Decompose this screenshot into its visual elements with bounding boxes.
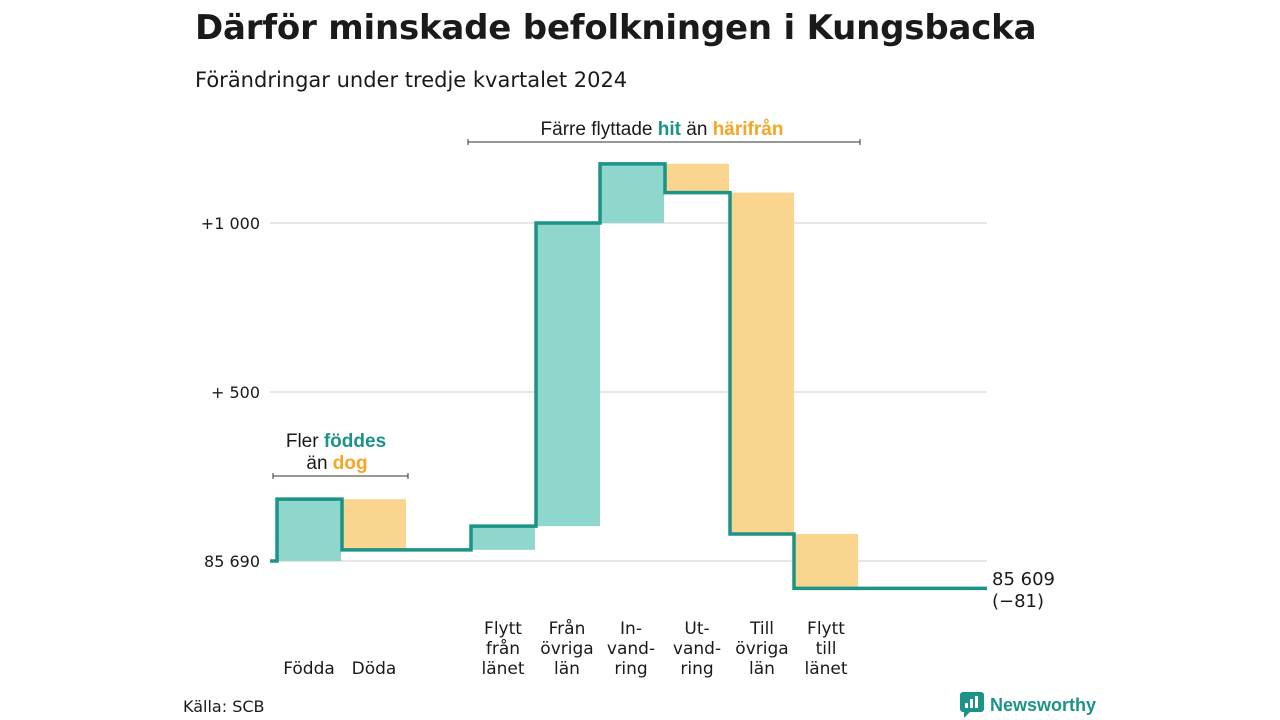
category-label-doda: Döda: [352, 659, 397, 679]
y-tick-label: + 500: [211, 383, 260, 402]
category-label-fran_ovriga_lan: övriga: [540, 639, 593, 659]
source-note: Källa: SCB: [183, 697, 265, 716]
category-label-till_ovriga_lan: län: [749, 659, 775, 679]
y-tick-label: +1 000: [201, 214, 260, 233]
newsworthy-logo-icon: [960, 692, 984, 718]
births-annotation-bracket: [272, 473, 409, 479]
migration-annotation-bracket: [467, 139, 861, 145]
category-label-flytt_till_lanet: Flytt: [807, 619, 845, 639]
end-change-label: (−81): [992, 591, 1044, 612]
bar-flytt_till_lanet: [794, 533, 858, 589]
category-label-flytt_till_lanet: till: [816, 639, 837, 659]
bar-fran_ovriga_lan: [536, 223, 600, 527]
category-labels: Födda DödaFlyttfrånlänetFrånövrigalänIn-v…: [283, 618, 848, 679]
category-label-fran_ovriga_lan: län: [554, 659, 580, 679]
running-total-line: [270, 162, 987, 591]
end-value-label: 85 609: [992, 569, 1055, 590]
births-annotation-line1: Fler föddes: [286, 431, 386, 452]
category-label-utvandring: Ut-: [684, 619, 709, 639]
births-annotation: Fler föddes än dog: [272, 431, 409, 479]
category-label-fran_ovriga_lan: Från: [549, 618, 586, 639]
category-label-flytt_fran_lanet: länet: [481, 659, 524, 679]
category-label-fodda: Födda: [283, 659, 335, 679]
bar-flytt_fran_lanet: [471, 526, 535, 550]
chart-title: Därför minskade befolkningen i Kungsback…: [195, 8, 1037, 48]
category-label-invandring: ring: [614, 659, 647, 679]
migration-annotation: Färre flyttade hit än härifrån: [467, 119, 861, 145]
category-label-flytt_till_lanet: länet: [804, 659, 847, 679]
chart-subtitle: Förändringar under tredje kvartalet 2024: [195, 68, 628, 92]
bar-doda: [342, 499, 406, 550]
category-label-flytt_fran_lanet: från: [486, 638, 520, 659]
brand-logo: Newsworthy: [960, 692, 1096, 718]
category-label-till_ovriga_lan: Till: [749, 619, 774, 639]
category-label-till_ovriga_lan: övriga: [735, 639, 788, 659]
y-axis-ticks: 85 690 + 500 +1 000: [201, 214, 260, 571]
migration-annotation-text: Färre flyttade hit än härifrån: [541, 119, 784, 140]
bar-utvandring: [665, 163, 729, 193]
brand-name: Newsworthy: [990, 694, 1097, 715]
bar-till_ovriga_lan: [730, 192, 794, 534]
bars: [277, 163, 858, 589]
category-label-utvandring: ring: [680, 659, 713, 679]
category-label-invandring: vand-: [607, 639, 655, 659]
category-label-flytt_fran_lanet: Flytt: [484, 619, 522, 639]
category-label-invandring: In-: [620, 619, 642, 639]
y-tick-label: 85 690: [204, 552, 260, 571]
births-annotation-line2: än dog: [306, 453, 367, 474]
category-label-utvandring: vand-: [673, 639, 721, 659]
bar-invandring: [600, 163, 664, 223]
running-total-step-line: [270, 162, 987, 591]
bar-fodda: [277, 499, 341, 561]
